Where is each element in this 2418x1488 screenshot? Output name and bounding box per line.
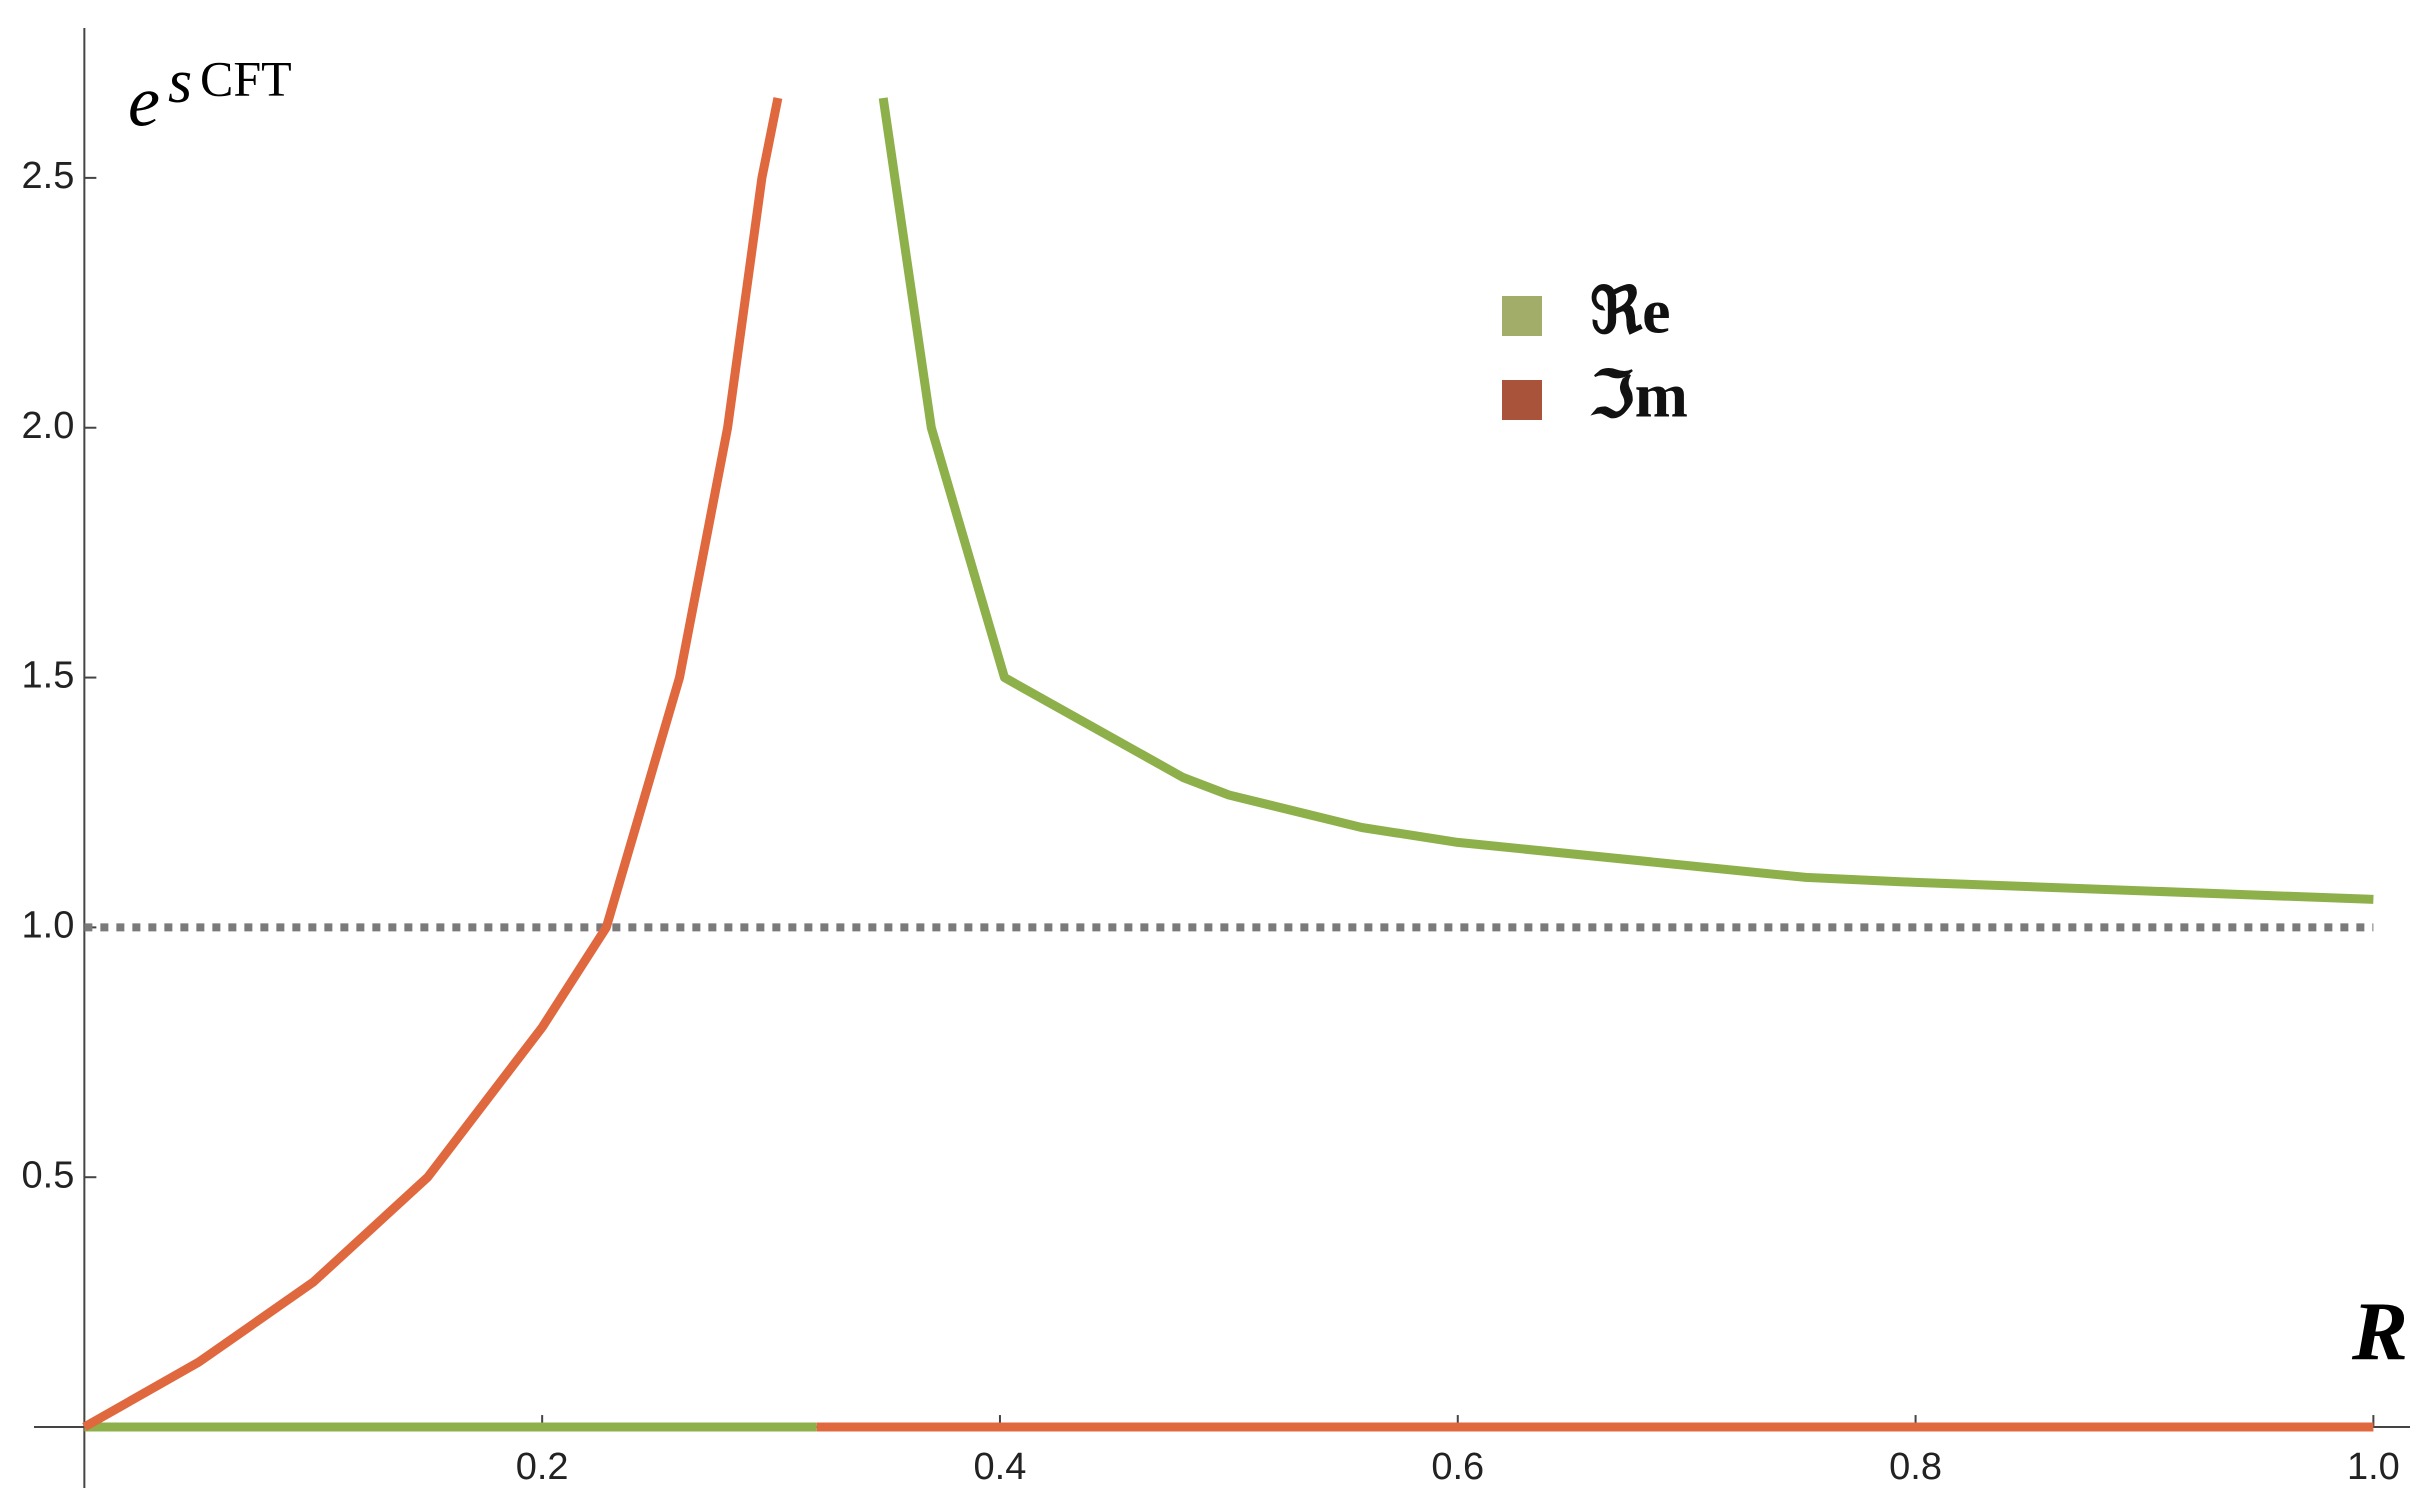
series-line bbox=[82, 97, 2374, 1432]
y-axis-label: e bbox=[128, 62, 160, 142]
y-tick-label: 2.5 bbox=[22, 155, 75, 197]
legend-swatch bbox=[1502, 296, 1542, 336]
x-tick-label: 0.6 bbox=[1431, 1446, 1484, 1488]
x-tick-label: 1.0 bbox=[2347, 1446, 2400, 1488]
legend-label: ℑm bbox=[1590, 360, 1688, 431]
series-line bbox=[84, 97, 2374, 1432]
x-tick-label: 0.8 bbox=[1889, 1446, 1942, 1488]
x-tick-label: 0.2 bbox=[516, 1446, 569, 1488]
y-tick-label: 1.0 bbox=[22, 904, 75, 946]
y-tick-label: 2.0 bbox=[22, 405, 75, 447]
x-tick-label: 0.4 bbox=[974, 1446, 1027, 1488]
y-axis-label-sub: CFT bbox=[200, 50, 292, 106]
legend-label: ℜe bbox=[1590, 276, 1671, 347]
legend-swatch bbox=[1502, 380, 1542, 420]
x-axis-label: R bbox=[2351, 1285, 2408, 1378]
y-axis-label-sup: s bbox=[168, 48, 192, 116]
y-tick-label: 1.5 bbox=[22, 655, 75, 697]
y-tick-label: 0.5 bbox=[22, 1154, 75, 1196]
